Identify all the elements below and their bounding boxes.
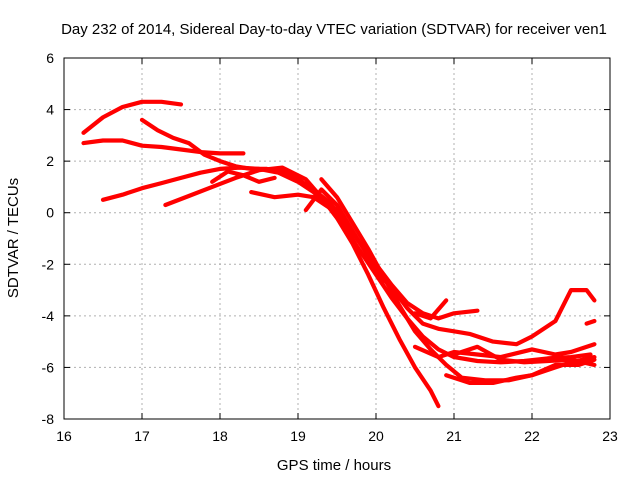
series-line-2 xyxy=(81,138,246,156)
y-axis-label: SDTVAR / TECUs xyxy=(5,178,22,298)
y-tick-label: -4 xyxy=(42,308,55,324)
plot-frame xyxy=(63,57,611,420)
x-tick-label: 17 xyxy=(134,428,150,444)
chart-title: Day 232 of 2014, Sidereal Day-to-day VTE… xyxy=(61,21,607,38)
y-axis: -8 -6 -4 -2 0 2 4 6 xyxy=(42,50,610,427)
series-line-11 xyxy=(584,318,597,326)
y-tick-label: 0 xyxy=(46,205,54,221)
series-line-12 xyxy=(412,298,449,321)
series-line-7 xyxy=(319,177,597,383)
y-tick-label: -6 xyxy=(42,359,55,375)
series-line-4 xyxy=(100,165,593,365)
series-line-1 xyxy=(81,99,184,135)
y-tick-label: 6 xyxy=(46,50,54,66)
series-line-5 xyxy=(163,165,441,409)
y-tick-label: -8 xyxy=(42,411,55,427)
y-tick-label: 4 xyxy=(46,102,54,118)
x-tick-label: 19 xyxy=(290,428,306,444)
series-line-14 xyxy=(210,169,277,184)
series-line-13 xyxy=(303,187,402,298)
x-tick-label: 23 xyxy=(602,428,618,444)
series-line-10 xyxy=(451,344,597,367)
x-tick-label: 20 xyxy=(368,428,384,444)
x-axis: 16 17 18 19 20 21 22 23 xyxy=(56,58,618,444)
x-axis-label: GPS time / hours xyxy=(277,457,391,474)
series-layer xyxy=(81,99,597,409)
y-tick-label: -2 xyxy=(42,256,55,272)
series-line-9 xyxy=(444,357,597,385)
series-line-6 xyxy=(249,190,597,347)
y-tick-label: 2 xyxy=(46,153,54,169)
grid-lines xyxy=(64,58,610,419)
x-tick-label: 18 xyxy=(212,428,228,444)
series-line-3 xyxy=(139,117,480,321)
x-tick-label: 16 xyxy=(56,428,72,444)
series-line-8 xyxy=(412,342,597,360)
x-tick-label: 22 xyxy=(524,428,540,444)
x-tick-label: 21 xyxy=(446,428,462,444)
